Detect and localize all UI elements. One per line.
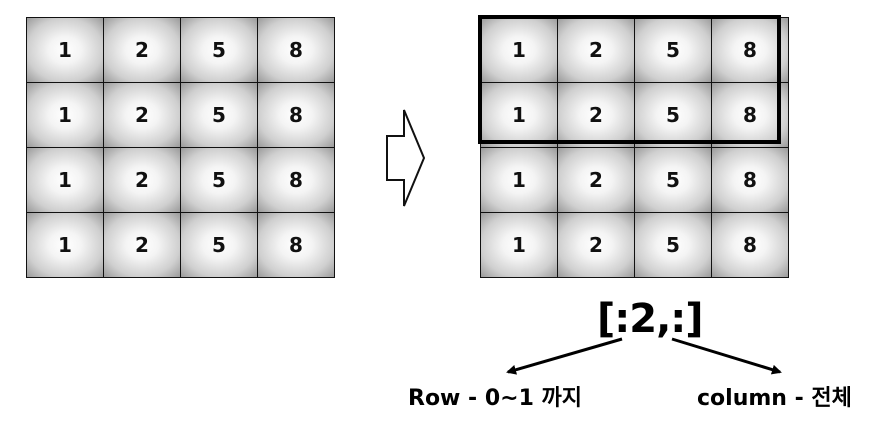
left-matrix-cell: 5: [181, 213, 257, 277]
left-matrix-cell: 2: [104, 148, 180, 212]
left-matrix-cell: 8: [258, 83, 334, 147]
right-matrix-cell: 8: [712, 83, 788, 147]
left-matrix-cell: 1: [27, 18, 103, 82]
right-matrix-cell: 1: [481, 148, 557, 212]
left-matrix-cell: 1: [27, 148, 103, 212]
left-matrix-cell: 5: [181, 148, 257, 212]
right-matrix-cell: 8: [712, 18, 788, 82]
right-matrix-cell: 5: [635, 213, 711, 277]
right-matrix-cell: 5: [635, 83, 711, 147]
left-matrix-cell: 1: [27, 213, 103, 277]
right-matrix-cell: 1: [481, 213, 557, 277]
right-arrow-outline-icon: [386, 109, 426, 207]
left-matrix-cell: 8: [258, 148, 334, 212]
right-matrix-cell: 2: [558, 213, 634, 277]
slice-expression: [:2,:]: [597, 296, 704, 342]
left-matrix-cell: 8: [258, 213, 334, 277]
left-matrix-cell: 2: [104, 83, 180, 147]
left-matrix-cell: 2: [104, 213, 180, 277]
row-pointer-arrow: [506, 337, 623, 375]
right-matrix-cell: 8: [712, 148, 788, 212]
left-matrix-cell: 8: [258, 18, 334, 82]
left-matrix-cell: 5: [181, 18, 257, 82]
right-matrix-cell: 8: [712, 213, 788, 277]
right-matrix-cell: 1: [481, 18, 557, 82]
left-matrix-cell: 1: [27, 83, 103, 147]
right-matrix-cell: 2: [558, 83, 634, 147]
column-pointer-arrow: [671, 337, 782, 375]
right-matrix-cell: 2: [558, 148, 634, 212]
row-annotation: Row - 0~1 까지: [408, 386, 583, 411]
left-matrix-cell: 2: [104, 18, 180, 82]
left-matrix-cell: 5: [181, 83, 257, 147]
right-matrix-cell: 5: [635, 18, 711, 82]
right-matrix-cell: 1: [481, 83, 557, 147]
right-matrix-cell: 5: [635, 148, 711, 212]
right-matrix-cell: 2: [558, 18, 634, 82]
column-annotation: column - 전체: [697, 386, 852, 411]
